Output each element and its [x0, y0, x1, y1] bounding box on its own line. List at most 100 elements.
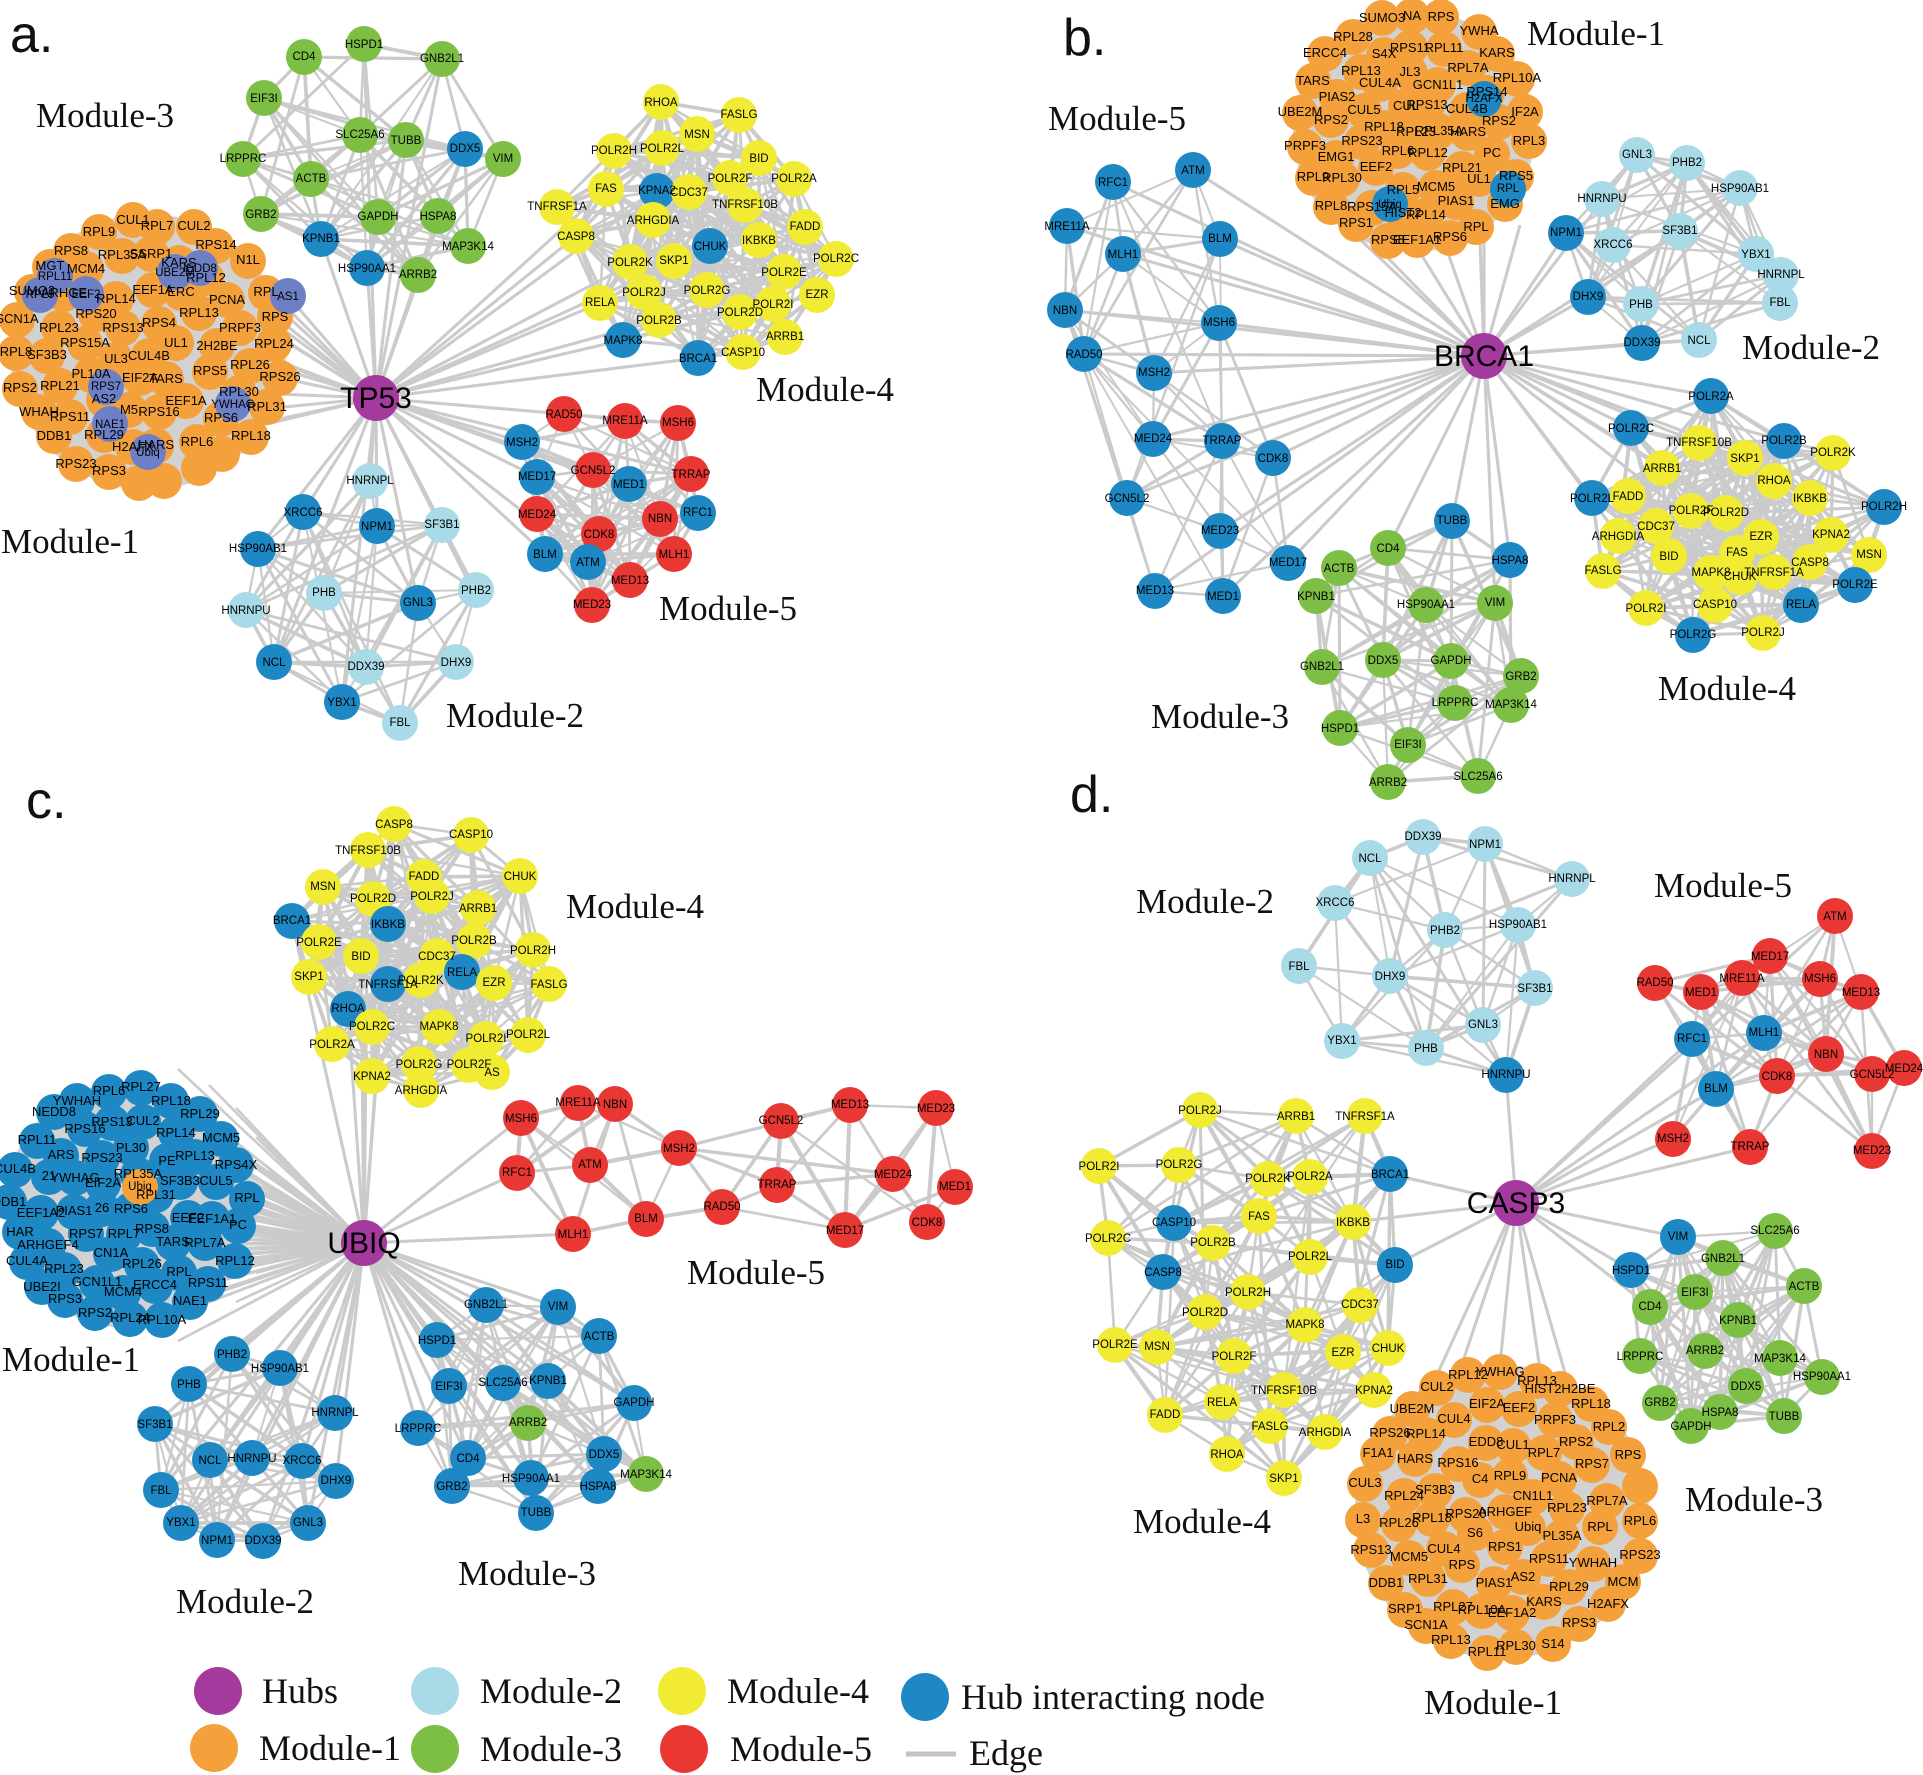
- svg-text:POLR2E: POLR2E: [296, 937, 342, 949]
- svg-text:RPS23: RPS23: [1619, 1547, 1660, 1562]
- svg-text:TNFRSF1A: TNFRSF1A: [1744, 567, 1804, 579]
- svg-text:SCN1A: SCN1A: [0, 311, 39, 326]
- svg-text:ACTB: ACTB: [1324, 563, 1355, 575]
- svg-text:N1L: N1L: [236, 252, 260, 267]
- svg-text:RPS8: RPS8: [1371, 232, 1405, 247]
- svg-text:Module-5: Module-5: [687, 1253, 825, 1292]
- svg-text:HSPA8: HSPA8: [580, 1481, 617, 1493]
- svg-text:Module-5: Module-5: [1048, 99, 1186, 138]
- svg-text:RPL27: RPL27: [121, 1079, 161, 1094]
- svg-text:Module-5: Module-5: [1654, 866, 1792, 905]
- svg-text:RPL21: RPL21: [40, 378, 80, 393]
- svg-text:RPL5: RPL5: [1387, 182, 1420, 197]
- svg-text:POLR2G: POLR2G: [396, 1059, 443, 1071]
- svg-text:UBIQ: UBIQ: [327, 1227, 400, 1260]
- svg-text:POLR2A: POLR2A: [309, 1039, 355, 1051]
- svg-text:EDD8: EDD8: [1469, 1434, 1504, 1449]
- svg-text:RPS15A: RPS15A: [60, 335, 110, 350]
- svg-text:GNB2L1: GNB2L1: [1300, 661, 1344, 673]
- svg-text:ARRB1: ARRB1: [1277, 1111, 1315, 1123]
- svg-text:RAD50: RAD50: [1065, 349, 1102, 361]
- svg-text:MRE11A: MRE11A: [1719, 973, 1764, 985]
- svg-text:RPS2: RPS2: [1559, 1434, 1593, 1449]
- svg-text:ARHGEF: ARHGEF: [1478, 1504, 1532, 1519]
- svg-text:RPL7: RPL7: [1528, 1445, 1561, 1460]
- svg-text:ARHGEF4: ARHGEF4: [17, 1237, 78, 1252]
- svg-text:RPS4: RPS4: [142, 315, 176, 330]
- svg-text:Hub interacting node: Hub interacting node: [961, 1677, 1265, 1717]
- svg-text:SF3B3: SF3B3: [27, 347, 67, 362]
- svg-text:RPS13: RPS13: [91, 1114, 132, 1129]
- svg-text:H2AFX: H2AFX: [1587, 1596, 1629, 1611]
- svg-text:SRP1: SRP1: [1388, 1601, 1422, 1616]
- svg-text:HSP90AA1: HSP90AA1: [1793, 1371, 1851, 1383]
- svg-text:POLR2L: POLR2L: [506, 1029, 551, 1041]
- svg-text:ACTB: ACTB: [584, 1331, 615, 1343]
- svg-text:FASLG: FASLG: [720, 109, 757, 121]
- svg-text:CUL1: CUL1: [116, 212, 149, 227]
- svg-text:BID: BID: [1385, 1259, 1404, 1271]
- svg-text:PC: PC: [229, 1217, 247, 1232]
- svg-text:RPS8: RPS8: [135, 1221, 169, 1236]
- svg-text:EIF3I: EIF3I: [435, 1381, 462, 1393]
- svg-text:YBX1: YBX1: [1741, 249, 1770, 261]
- svg-text:NCL: NCL: [198, 1455, 222, 1467]
- svg-text:RPL30: RPL30: [1322, 170, 1362, 185]
- svg-text:DHX9: DHX9: [1375, 971, 1406, 983]
- svg-text:S14: S14: [1541, 1636, 1564, 1651]
- svg-text:GRB2: GRB2: [436, 1481, 467, 1493]
- svg-text:LRPPRC: LRPPRC: [395, 1423, 442, 1435]
- svg-text:POLR2J: POLR2J: [410, 891, 453, 903]
- svg-text:RPL14: RPL14: [96, 291, 136, 306]
- svg-text:CUL4A: CUL4A: [1359, 75, 1401, 90]
- svg-text:POLR2E: POLR2E: [1092, 1339, 1138, 1351]
- svg-text:IKBKB: IKBKB: [742, 235, 776, 247]
- svg-text:RHOA: RHOA: [1210, 1449, 1244, 1461]
- svg-text:CASP10: CASP10: [449, 829, 493, 841]
- svg-text:MED1: MED1: [1685, 987, 1717, 999]
- svg-text:FBL: FBL: [150, 1485, 172, 1497]
- svg-text:POLR2J: POLR2J: [1178, 1105, 1221, 1117]
- svg-text:RPS15A: RPS15A: [1347, 199, 1397, 214]
- svg-text:TRRAP: TRRAP: [1731, 1141, 1770, 1153]
- svg-text:S4X: S4X: [1372, 46, 1397, 61]
- svg-text:UBE2M: UBE2M: [1278, 104, 1323, 119]
- svg-text:Module-2: Module-2: [1136, 882, 1274, 921]
- svg-text:YBX1: YBX1: [166, 1517, 195, 1529]
- svg-text:TNFRSF1A: TNFRSF1A: [358, 979, 418, 991]
- svg-text:MLH1: MLH1: [1108, 249, 1139, 261]
- svg-text:BRCA1: BRCA1: [679, 353, 717, 365]
- svg-text:SF3B3: SF3B3: [1415, 1482, 1455, 1497]
- svg-text:HNRNPU: HNRNPU: [1577, 193, 1626, 205]
- svg-text:RPS23: RPS23: [81, 1150, 122, 1165]
- svg-text:POLR2B: POLR2B: [1761, 435, 1807, 447]
- svg-text:Module-1: Module-1: [2, 1340, 140, 1379]
- svg-text:MCM4: MCM4: [67, 261, 105, 276]
- svg-text:PRPF3: PRPF3: [1284, 138, 1326, 153]
- svg-text:CASP10: CASP10: [721, 347, 765, 359]
- svg-text:MED13: MED13: [1842, 987, 1880, 999]
- svg-text:HSP90AA1: HSP90AA1: [338, 263, 396, 275]
- svg-text:PRPF3: PRPF3: [1534, 1412, 1576, 1427]
- svg-text:Module-5: Module-5: [730, 1729, 872, 1769]
- svg-text:RFC1: RFC1: [502, 1167, 532, 1179]
- svg-text:POLR2F: POLR2F: [447, 1059, 492, 1071]
- svg-text:EEF1A: EEF1A: [165, 393, 207, 408]
- svg-text:FBL: FBL: [1288, 961, 1310, 973]
- svg-text:POLR2E: POLR2E: [1832, 579, 1878, 591]
- svg-text:DDX39: DDX39: [1623, 337, 1660, 349]
- svg-text:HARS: HARS: [1450, 124, 1486, 139]
- svg-text:RPS13: RPS13: [1350, 1542, 1391, 1557]
- svg-text:MED17: MED17: [1751, 951, 1789, 963]
- svg-text:GRB2: GRB2: [245, 209, 276, 221]
- svg-text:MLH1: MLH1: [659, 549, 690, 561]
- svg-text:RPL5: RPL5: [26, 289, 55, 301]
- svg-text:RPL: RPL: [1587, 1519, 1612, 1534]
- svg-text:Module-2: Module-2: [446, 696, 584, 735]
- svg-text:ARHGE: ARHGE: [41, 285, 88, 300]
- svg-text:HSPA8: HSPA8: [420, 211, 457, 223]
- svg-text:FBL: FBL: [389, 717, 411, 729]
- svg-text:CD4: CD4: [456, 1453, 480, 1465]
- svg-text:DDX5: DDX5: [1731, 1381, 1762, 1393]
- svg-text:TNFRSF10B: TNFRSF10B: [1666, 437, 1732, 449]
